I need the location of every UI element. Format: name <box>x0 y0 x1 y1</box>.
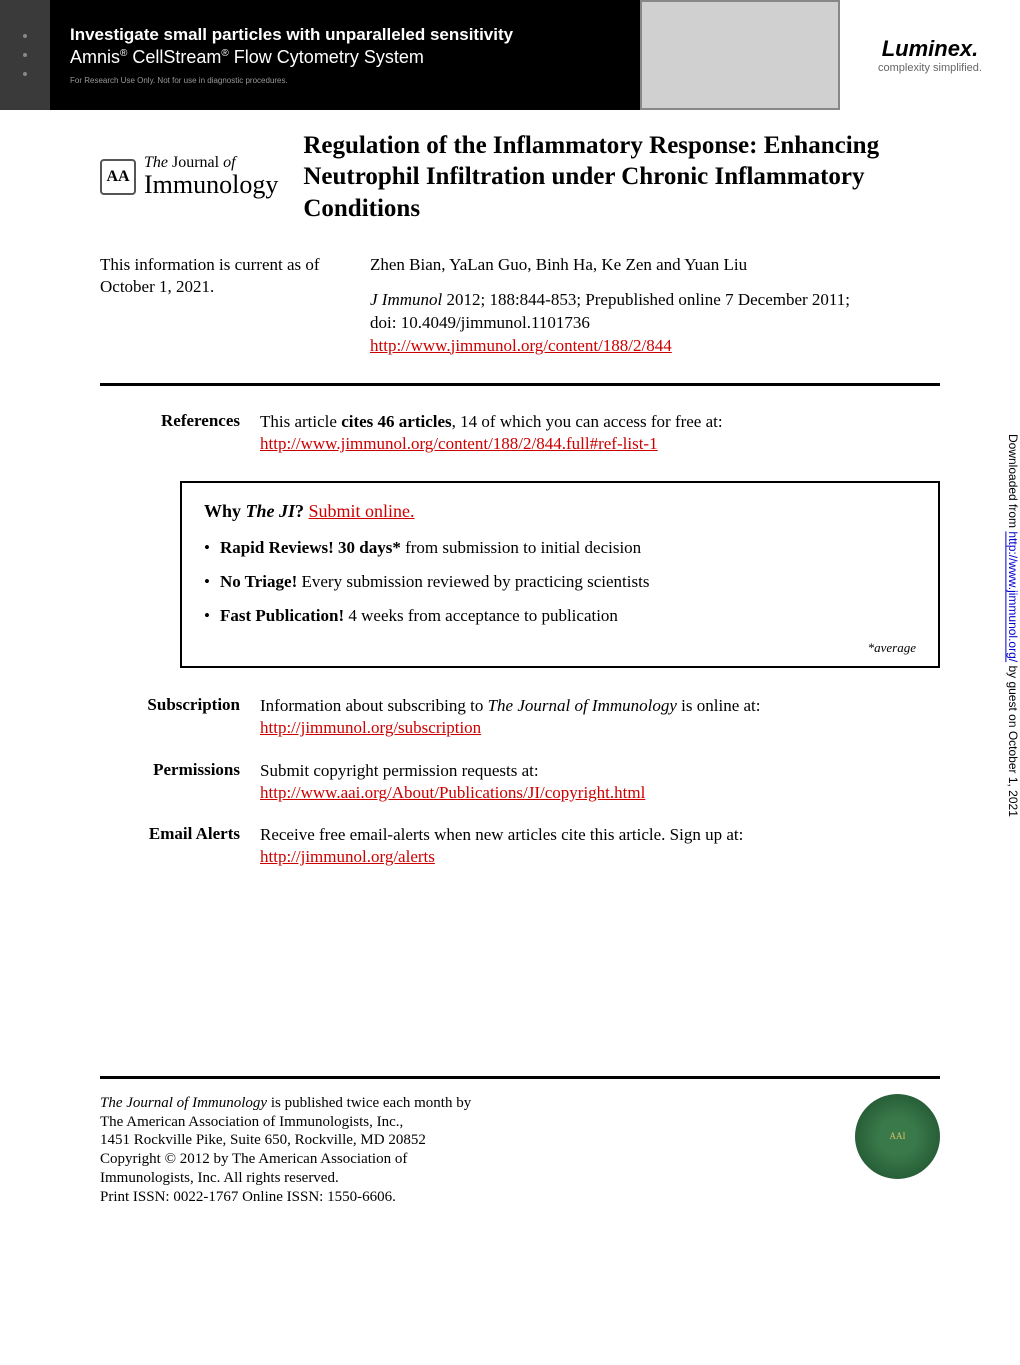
dot-icon <box>23 34 27 38</box>
why-item-bold: No Triage! <box>220 572 297 591</box>
footer-line1-italic: The Journal of Immunology <box>100 1095 267 1111</box>
why-item-bold: Fast Publication! <box>220 606 344 625</box>
ad-disclaimer: For Research Use Only. Not for use in di… <box>70 76 620 85</box>
citation-line: J Immunol 2012; 188:844-853; Prepublishe… <box>370 289 940 312</box>
email-alerts-content: Receive free email-alerts when new artic… <box>260 824 940 868</box>
side-suffix: by guest on October 1, 2021 <box>1006 662 1020 817</box>
side-prefix: Downloaded from <box>1006 434 1020 531</box>
subscription-url-link[interactable]: http://jimmunol.org/subscription <box>260 718 481 737</box>
footer-line2: The American Association of Immunologist… <box>100 1114 403 1130</box>
bullet-icon: • <box>204 606 210 626</box>
ad-product-mid: CellStream <box>127 47 221 67</box>
journal-logo-text: The Journal of Immunology <box>144 154 278 200</box>
alerts-text: Receive free email-alerts when new artic… <box>260 825 743 844</box>
footer-line4: Copyright © 2012 by The American Associa… <box>100 1151 407 1167</box>
dot-icon <box>23 53 27 57</box>
why-footnote-text: average <box>874 640 916 655</box>
journal-name-bottom: Immunology <box>144 171 278 200</box>
email-alerts-row: Email Alerts Receive free email-alerts w… <box>0 822 1020 886</box>
why-list-item: • Rapid Reviews! 30 days* from submissio… <box>204 538 916 558</box>
bullet-icon: • <box>204 572 210 592</box>
footer-row: The Journal of Immunology is published t… <box>0 1094 1020 1237</box>
journal-name-top: The Journal of <box>144 154 278 172</box>
bullet-icon: • <box>204 538 210 558</box>
meta-row: This information is current as of Octobe… <box>0 244 1020 358</box>
why-list-item: • No Triage! Every submission reviewed b… <box>204 572 916 592</box>
side-download-note: Downloaded from http://www.jimmunol.org/… <box>990 370 1020 870</box>
why-prefix: Why <box>204 501 246 521</box>
subscription-content: Information about subscribing to The Jou… <box>260 695 940 739</box>
article-title: Regulation of the Inflammatory Response:… <box>303 130 940 224</box>
journal-main: Journal <box>172 154 219 171</box>
why-list-item: • Fast Publication! 4 weeks from accepta… <box>204 606 916 626</box>
ad-logo-tagline: complexity simplified. <box>878 62 982 74</box>
submit-online-link[interactable]: Submit online. <box>309 501 415 521</box>
journal-prefix: The <box>144 154 168 171</box>
divider <box>100 383 940 386</box>
registered-icon: ® <box>221 48 228 59</box>
ad-product-suffix: Flow Cytometry System <box>229 47 424 67</box>
ref-text-suffix: , 14 of which you can access for free at… <box>452 412 723 431</box>
article-url-link[interactable]: http://www.jimmunol.org/content/188/2/84… <box>370 336 672 355</box>
authors: Zhen Bian, YaLan Guo, Binh Ha, Ke Zen an… <box>370 254 940 277</box>
citation-rest: 2012; 188:844-853; Prepublished online 7… <box>442 290 850 309</box>
subscription-label: Subscription <box>100 695 240 739</box>
why-box: Why The JI? Submit online. • Rapid Revie… <box>180 481 940 668</box>
references-row: References This article cites 46 article… <box>0 411 1020 457</box>
references-label: References <box>100 411 240 457</box>
footer-line3: 1451 Rockville Pike, Suite 650, Rockvill… <box>100 1132 426 1148</box>
perm-text: Submit copyright permission requests at: <box>260 761 539 780</box>
side-url-link[interactable]: http://www.jimmunol.org/ <box>1006 531 1020 662</box>
why-footnote: *average <box>204 640 916 656</box>
email-alerts-label: Email Alerts <box>100 824 240 868</box>
email-alerts-url-link[interactable]: http://jimmunol.org/alerts <box>260 847 435 866</box>
permissions-row: Permissions Submit copyright permission … <box>0 758 1020 822</box>
ad-main-text: Investigate small particles with unparal… <box>50 10 640 100</box>
references-content: This article cites 46 articles, 14 of wh… <box>260 411 940 457</box>
subscription-row: Subscription Information about subscribi… <box>0 693 1020 757</box>
permissions-url-link[interactable]: http://www.aai.org/About/Publications/JI… <box>260 783 645 802</box>
permissions-label: Permissions <box>100 760 240 804</box>
sub-text-italic: The Journal of Immunology <box>488 696 677 715</box>
ad-headline: Investigate small particles with unparal… <box>70 25 620 45</box>
sub-text-suffix: is online at: <box>677 696 761 715</box>
why-italic: The JI <box>246 501 296 521</box>
footer-line5: Immunologists, Inc. All rights reserved. <box>100 1170 339 1186</box>
ad-decorative-strip <box>0 0 50 110</box>
article-title-block: Regulation of the Inflammatory Response:… <box>303 130 940 224</box>
current-info: This information is current as of Octobe… <box>100 254 345 358</box>
sub-text-prefix: Information about subscribing to <box>260 696 488 715</box>
ref-text-bold: cites 46 articles <box>341 412 451 431</box>
why-heading: Why The JI? Submit online. <box>204 501 916 522</box>
footer-divider <box>100 1076 940 1079</box>
ad-product-prefix: Amnis <box>70 47 120 67</box>
ad-sponsor-logo: Luminex. complexity simplified. <box>840 0 1020 110</box>
dot-icon <box>23 72 27 76</box>
citation-block: Zhen Bian, YaLan Guo, Binh Ha, Ke Zen an… <box>370 254 940 358</box>
why-item-rest: Every submission reviewed by practicing … <box>297 572 649 591</box>
journal-abbrev: J Immunol <box>370 290 442 309</box>
ad-product-image <box>640 0 840 110</box>
journal-seal-icon: AA <box>100 159 136 195</box>
header-row: AA The Journal of Immunology Regulation … <box>0 130 1020 244</box>
footer-line1-rest: is published twice each month by <box>267 1095 471 1111</box>
references-url-link[interactable]: http://www.jimmunol.org/content/188/2/84… <box>260 434 658 453</box>
ad-banner: Investigate small particles with unparal… <box>0 0 1020 110</box>
why-q: ? <box>295 501 304 521</box>
footer-text: The Journal of Immunology is published t… <box>100 1094 835 1207</box>
doi-line: doi: 10.4049/jimmunol.1101736 <box>370 312 940 335</box>
ref-text-prefix: This article <box>260 412 341 431</box>
why-item-bold: Rapid Reviews! 30 days* <box>220 538 401 557</box>
ad-subline: Amnis® CellStream® Flow Cytometry System <box>70 47 620 68</box>
why-list: • Rapid Reviews! 30 days* from submissio… <box>204 538 916 626</box>
footer-line6: Print ISSN: 0022-1767 Online ISSN: 1550-… <box>100 1189 396 1205</box>
why-item-rest: 4 weeks from acceptance to publication <box>344 606 618 625</box>
ad-logo-name: Luminex. <box>882 36 979 62</box>
journal-logo: AA The Journal of Immunology <box>100 130 278 224</box>
journal-suffix: of <box>223 154 235 171</box>
why-item-rest: from submission to initial decision <box>401 538 641 557</box>
aai-seal-icon: AAI <box>855 1094 940 1179</box>
permissions-content: Submit copyright permission requests at:… <box>260 760 940 804</box>
